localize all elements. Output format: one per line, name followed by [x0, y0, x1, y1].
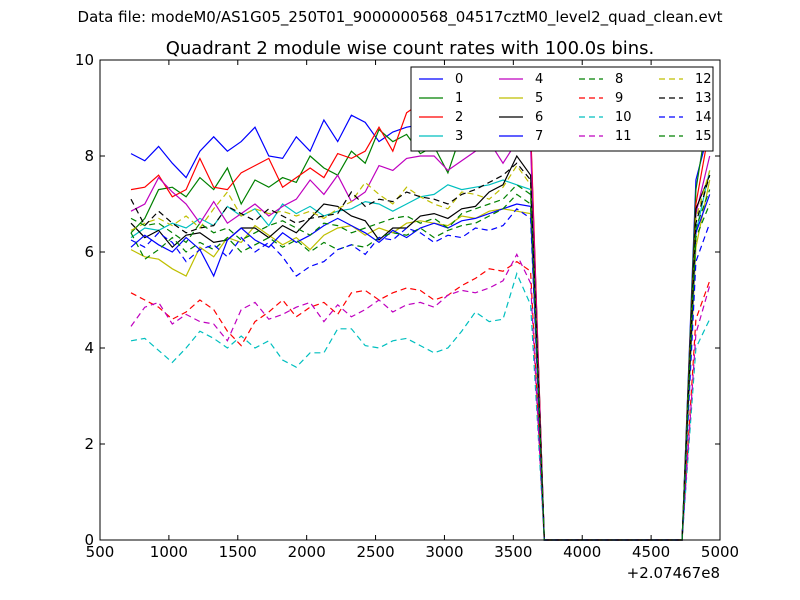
legend-label-3: 3	[455, 129, 463, 144]
legend-label-1: 1	[455, 91, 463, 106]
series-line-14	[130, 207, 711, 541]
legend-label-4: 4	[535, 72, 543, 87]
legend-label-15: 15	[695, 129, 712, 144]
x-tick-label: 500	[86, 543, 115, 561]
legend-label-13: 13	[695, 91, 712, 106]
x-tick-label: 1500	[219, 543, 257, 561]
y-tick-label: 2	[84, 435, 94, 453]
series-line-2	[130, 102, 711, 541]
legend-label-6: 6	[535, 110, 543, 125]
legend-label-2: 2	[455, 110, 463, 125]
series-line-15	[130, 184, 711, 541]
x-axis-offset-label: +2.07467e8	[627, 564, 720, 582]
x-tick-label: 2000	[288, 543, 326, 561]
series-line-8	[130, 193, 711, 541]
chart-title: Quadrant 2 module wise count rates with …	[166, 38, 655, 59]
legend-label-0: 0	[455, 72, 463, 87]
x-tick-label: 1000	[150, 543, 188, 561]
y-tick-label: 8	[84, 147, 94, 165]
x-tick-label: 3000	[425, 543, 463, 561]
series-line-10	[130, 271, 711, 541]
plot-frame	[99, 59, 721, 541]
legend-label-8: 8	[615, 72, 623, 87]
legend-label-14: 14	[695, 110, 712, 125]
x-tick-label: 4500	[632, 543, 670, 561]
series-line-0	[130, 114, 711, 541]
x-tick-label: 2500	[356, 543, 394, 561]
legend-label-12: 12	[695, 72, 712, 87]
series-line-12	[130, 164, 711, 541]
series-line-6	[130, 154, 711, 541]
legend-label-5: 5	[535, 91, 543, 106]
legend-label-10: 10	[615, 110, 632, 125]
y-tick-label: 6	[84, 243, 94, 261]
ticks-layer: 500 1000 1500 2000 2500 3000 3500 4000 4500 5000 0…	[75, 51, 739, 561]
x-tick-label: 5000	[701, 543, 739, 561]
y-tick-label: 4	[84, 339, 94, 357]
legend-label-11: 11	[615, 129, 632, 144]
series-line-5	[130, 179, 711, 541]
figure-suptitle: Data file: modeM0/AS1G05_250T01_90000005…	[77, 8, 723, 26]
series-line-9	[130, 260, 711, 541]
series-layer	[130, 102, 711, 541]
series-line-1	[130, 103, 711, 541]
legend-box	[410, 66, 714, 152]
series-line-11	[130, 253, 711, 541]
x-tick-label: 3500	[494, 543, 532, 561]
legend-label-7: 7	[535, 129, 543, 144]
series-line-3	[130, 170, 711, 541]
series-line-13	[130, 162, 711, 541]
legend-label-9: 9	[615, 91, 623, 106]
x-tick-label: 4000	[563, 543, 601, 561]
y-tick-label: 0	[84, 531, 94, 549]
y-tick-label: 10	[75, 51, 94, 69]
